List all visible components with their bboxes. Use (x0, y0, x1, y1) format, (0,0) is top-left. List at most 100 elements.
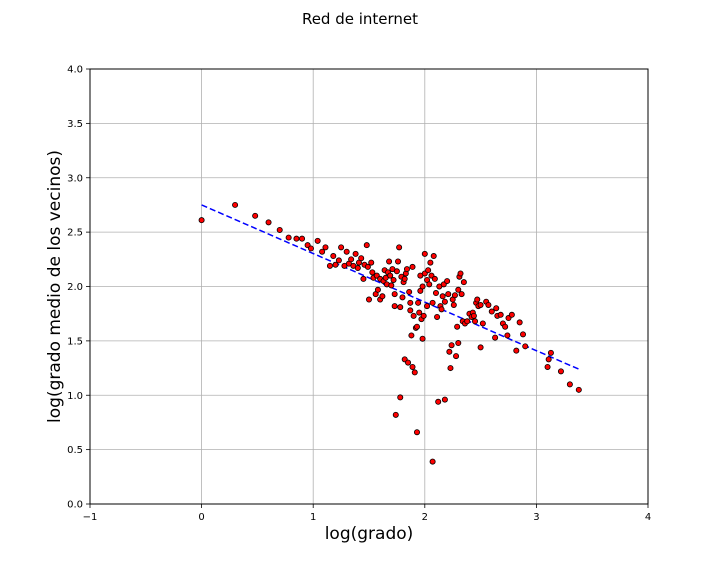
data-point (343, 248, 350, 255)
data-point (416, 309, 423, 316)
data-point (460, 279, 467, 286)
data-point (365, 296, 372, 303)
data-point (455, 286, 462, 293)
data-point (419, 283, 426, 290)
y-tick-label: 0.5 (67, 445, 83, 456)
data-point (420, 312, 427, 319)
data-point (472, 318, 479, 325)
x-tick-label: 4 (645, 512, 651, 523)
data-point (392, 411, 399, 418)
y-tick-label: 2.0 (67, 282, 83, 293)
y-tick-label: 2.5 (67, 228, 83, 239)
data-point (448, 342, 455, 349)
data-point (410, 312, 417, 319)
data-point (326, 262, 333, 269)
data-point (409, 363, 416, 370)
data-point (522, 343, 529, 350)
data-point (497, 311, 504, 318)
data-point (332, 261, 339, 268)
data-point (477, 301, 484, 308)
data-point (434, 313, 441, 320)
data-point (411, 369, 418, 376)
data-point (399, 294, 406, 301)
data-point (352, 250, 359, 257)
data-point (430, 253, 437, 260)
data-point (358, 255, 365, 262)
chart-title: Red de internet (302, 10, 418, 28)
y-tick-label: 4.0 (67, 65, 83, 76)
y-tick-label: 0.0 (67, 500, 83, 511)
data-point (401, 275, 408, 282)
data-point (431, 275, 438, 282)
fit-line-group (201, 204, 580, 370)
x-axis-ticks: −1 0 1 2 3 4 (83, 504, 651, 523)
data-point (477, 344, 484, 351)
data-point (457, 270, 464, 277)
regression-fit-line (201, 204, 580, 370)
data-point (407, 307, 414, 314)
data-point (450, 301, 457, 308)
data-point (360, 275, 367, 282)
data-point (413, 429, 420, 436)
data-point (445, 291, 452, 298)
data-point (447, 365, 454, 372)
data-point (397, 394, 404, 401)
data-point (276, 226, 283, 233)
data-point (441, 298, 448, 305)
data-point (545, 356, 552, 363)
x-tick-label: 2 (422, 512, 428, 523)
data-point (474, 296, 481, 303)
data-point (265, 219, 272, 226)
data-point (354, 265, 361, 272)
data-point (544, 363, 551, 370)
data-point (409, 263, 416, 270)
data-point (338, 244, 345, 251)
data-point (369, 269, 376, 276)
data-point (395, 258, 402, 265)
data-point (492, 334, 499, 341)
data-point (446, 348, 453, 355)
data-point (421, 250, 428, 257)
data-point (387, 272, 394, 279)
x-axis-label: log(grado) (325, 524, 414, 544)
data-point (232, 201, 239, 208)
y-tick-label: 1.5 (67, 336, 83, 347)
data-point (429, 458, 436, 465)
data-point (438, 306, 445, 313)
data-point (379, 293, 386, 300)
y-axis-ticks: 0.0 0.5 1.0 1.5 2.0 2.5 3.0 3.5 4.0 (67, 65, 90, 511)
data-point (575, 386, 582, 393)
data-point (348, 256, 355, 263)
y-axis-label: log(grado medio de los vecinos) (45, 150, 65, 423)
data-point (453, 353, 460, 360)
data-point (408, 332, 415, 339)
data-point (508, 311, 515, 318)
data-point (429, 299, 436, 306)
data-points (198, 201, 582, 465)
data-point (516, 319, 523, 326)
data-point (479, 320, 486, 327)
data-point (252, 212, 259, 219)
data-point (455, 340, 462, 347)
data-point (374, 286, 381, 293)
grid (89, 68, 649, 505)
data-point (335, 257, 342, 264)
data-point (464, 318, 471, 325)
data-point (390, 276, 397, 283)
x-tick-label: 1 (310, 512, 316, 523)
data-point (439, 293, 446, 300)
data-point (363, 242, 370, 249)
data-point (432, 290, 439, 297)
data-point (485, 301, 492, 308)
data-point (322, 244, 329, 251)
data-point (388, 282, 395, 289)
data-point (391, 291, 398, 298)
data-point (513, 347, 520, 354)
data-point (198, 217, 205, 224)
data-point (566, 381, 573, 388)
data-point (435, 398, 442, 405)
data-point (397, 304, 404, 311)
data-point (502, 323, 509, 330)
data-point (419, 335, 426, 342)
